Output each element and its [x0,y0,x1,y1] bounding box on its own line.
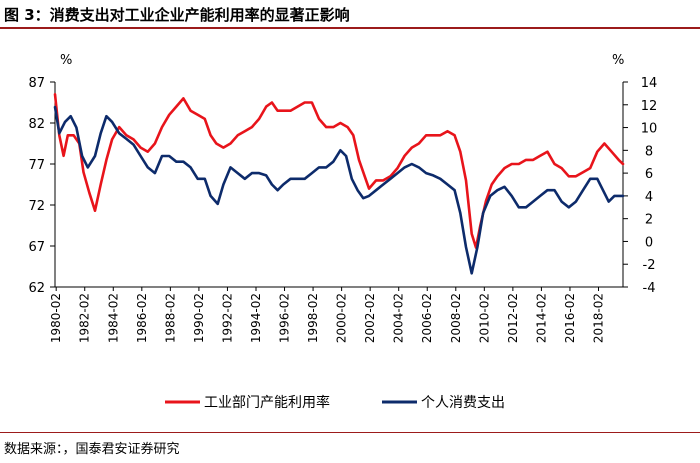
x-tick-label: 1996-02 [278,293,292,343]
right-tick-label: 4 [645,190,653,205]
source-divider [0,432,700,433]
right-tick-label: 8 [645,144,653,159]
right-tick-label: -2 [643,258,656,273]
axis-ticks: 87 82 77 72 67 62 14 12 10 8 6 4 2 0 -2 -4 1980-02 1982-0… [28,76,657,343]
x-tick-label: 2002-02 [363,293,377,343]
x-tick-label: 1992-02 [220,293,234,343]
right-tick-label: 10 [641,122,658,137]
left-tick-label: 62 [28,281,45,296]
title-divider [0,27,700,29]
x-tick-label: 1988-02 [163,293,177,343]
right-tick-label: 6 [645,167,653,182]
x-tick-label: 1980-02 [49,293,63,343]
right-tick-label: 14 [641,76,658,91]
x-tick-label: 1990-02 [192,293,206,343]
series-line-capacity-utilization [53,93,625,249]
series-line-personal-consumption [53,105,625,275]
x-tick-label: 1986-02 [135,293,149,343]
series-lines [53,93,625,275]
right-tick-label: 12 [641,99,658,114]
x-tick-label: 2000-02 [335,293,349,343]
right-tick-label: 0 [645,235,653,250]
left-tick-label: 82 [28,117,45,132]
right-tick-label: -4 [643,281,656,296]
left-tick-label: 72 [28,199,45,214]
figure-title: 图 3：消费支出对工业企业产能利用率的显著正影响 [4,6,350,24]
x-tick-label: 2006-02 [420,293,434,343]
right-axis-unit: % [612,53,624,68]
x-tick-label: 2010-02 [477,293,491,343]
x-tick-label: 1984-02 [106,293,120,343]
left-tick-label: 87 [28,76,45,91]
x-tick-label: 2004-02 [392,293,406,343]
x-tick-label: 2008-02 [449,293,463,343]
left-tick-label: 67 [28,240,45,255]
right-tick-label: 2 [645,213,653,228]
data-source-note: 数据来源：，国泰君安证券研究 [4,442,180,457]
x-tick-label: 1994-02 [249,293,263,343]
x-tick-label: 1982-02 [78,293,92,343]
x-tick-label: 2018-02 [592,293,606,343]
x-tick-label: 2012-02 [506,293,520,343]
x-tick-label: 2016-02 [563,293,577,343]
legend-label-capacity-utilization: 工业部门产能利用率 [204,394,330,411]
line-chart: % % 87 82 77 72 67 62 14 12 10 8 6 4 2 0 -2 -4 1980-02 19… [28,53,657,411]
legend-label-personal-consumption: 个人消费支出 [421,395,505,411]
x-tick-label: 2014-02 [534,293,548,343]
chart-legend: 工业部门产能利用率 个人消费支出 [165,394,505,411]
x-tick-label: 1998-02 [306,293,320,343]
left-axis-unit: % [60,53,72,68]
left-tick-label: 77 [28,158,45,173]
